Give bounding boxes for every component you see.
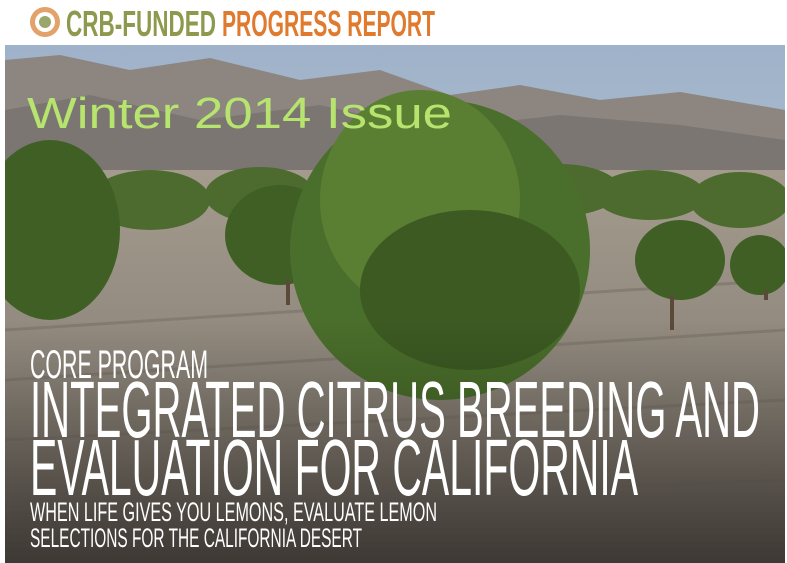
subheadline: WHEN LIFE GIVES YOU LEMONS, EVALUATE LEM…: [30, 497, 437, 527]
headline: EVALUATION FOR CALIFORNIA: [30, 423, 638, 512]
subheadline: SELECTIONS FOR THE CALIFORNIA DESERT: [30, 523, 362, 553]
issue: Winter 2014 Issue: [27, 89, 452, 138]
header-title: PROGRESS REPORT: [222, 3, 435, 44]
headline: INTEGRATED CITRUS BREEDING AND: [30, 365, 760, 454]
header-brand: CRB-FUNDED: [66, 3, 216, 44]
program: CORE PROGRAM: [30, 343, 208, 387]
header-band: [0, 0, 787, 45]
logo: [30, 7, 60, 37]
photo: [5, 45, 785, 563]
